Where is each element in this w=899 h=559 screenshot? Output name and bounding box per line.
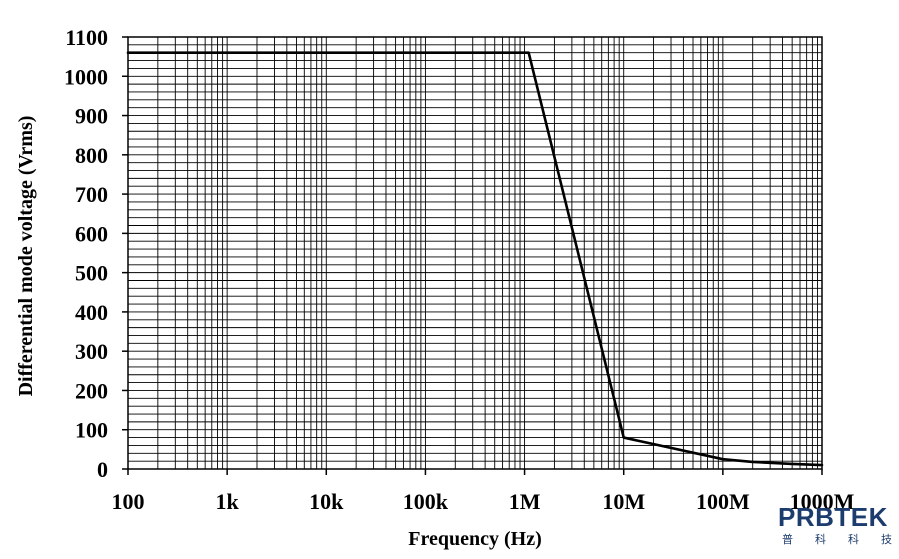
y-tick-label: 1000 xyxy=(64,64,108,89)
plot-frame xyxy=(127,36,823,470)
series-line xyxy=(126,51,824,467)
y-tick-label: 800 xyxy=(75,143,108,168)
x-tick-label: 100M xyxy=(696,489,750,514)
y-tick-label: 300 xyxy=(75,339,108,364)
logo-subtext: 普科科技 xyxy=(782,533,892,546)
y-tick-label: 400 xyxy=(75,300,108,325)
x-tick-label: 100 xyxy=(112,489,145,514)
prbtek-logo: PRBTEK 普科科技 xyxy=(778,502,892,548)
y-axis-title: Differential mode voltage (Vrms) xyxy=(15,116,37,397)
x-tick-label: 1M xyxy=(509,489,541,514)
y-tick-label: 900 xyxy=(75,104,108,129)
logo-brand-text: PRBTEK xyxy=(778,502,888,532)
axis-ticks xyxy=(122,36,823,475)
y-tick-label: 500 xyxy=(75,261,108,286)
x-tick-label: 1000M xyxy=(790,489,855,514)
x-tick-label: 10k xyxy=(309,489,344,514)
y-tick-label: 600 xyxy=(75,221,108,246)
grid xyxy=(127,36,823,470)
y-tick-label: 1100 xyxy=(65,25,108,50)
x-tick-label: 100k xyxy=(403,489,449,514)
y-tick-label: 0 xyxy=(97,457,108,482)
x-axis-title: Frequency (Hz) xyxy=(408,528,542,550)
y-tick-label: 700 xyxy=(75,182,108,207)
x-tick-label: 1k xyxy=(216,489,240,514)
series-group xyxy=(126,51,824,467)
y-tick-label: 100 xyxy=(75,418,108,443)
x-tick-label: 10M xyxy=(602,489,645,514)
y-tick-label: 200 xyxy=(75,378,108,403)
plot-border xyxy=(127,36,823,470)
